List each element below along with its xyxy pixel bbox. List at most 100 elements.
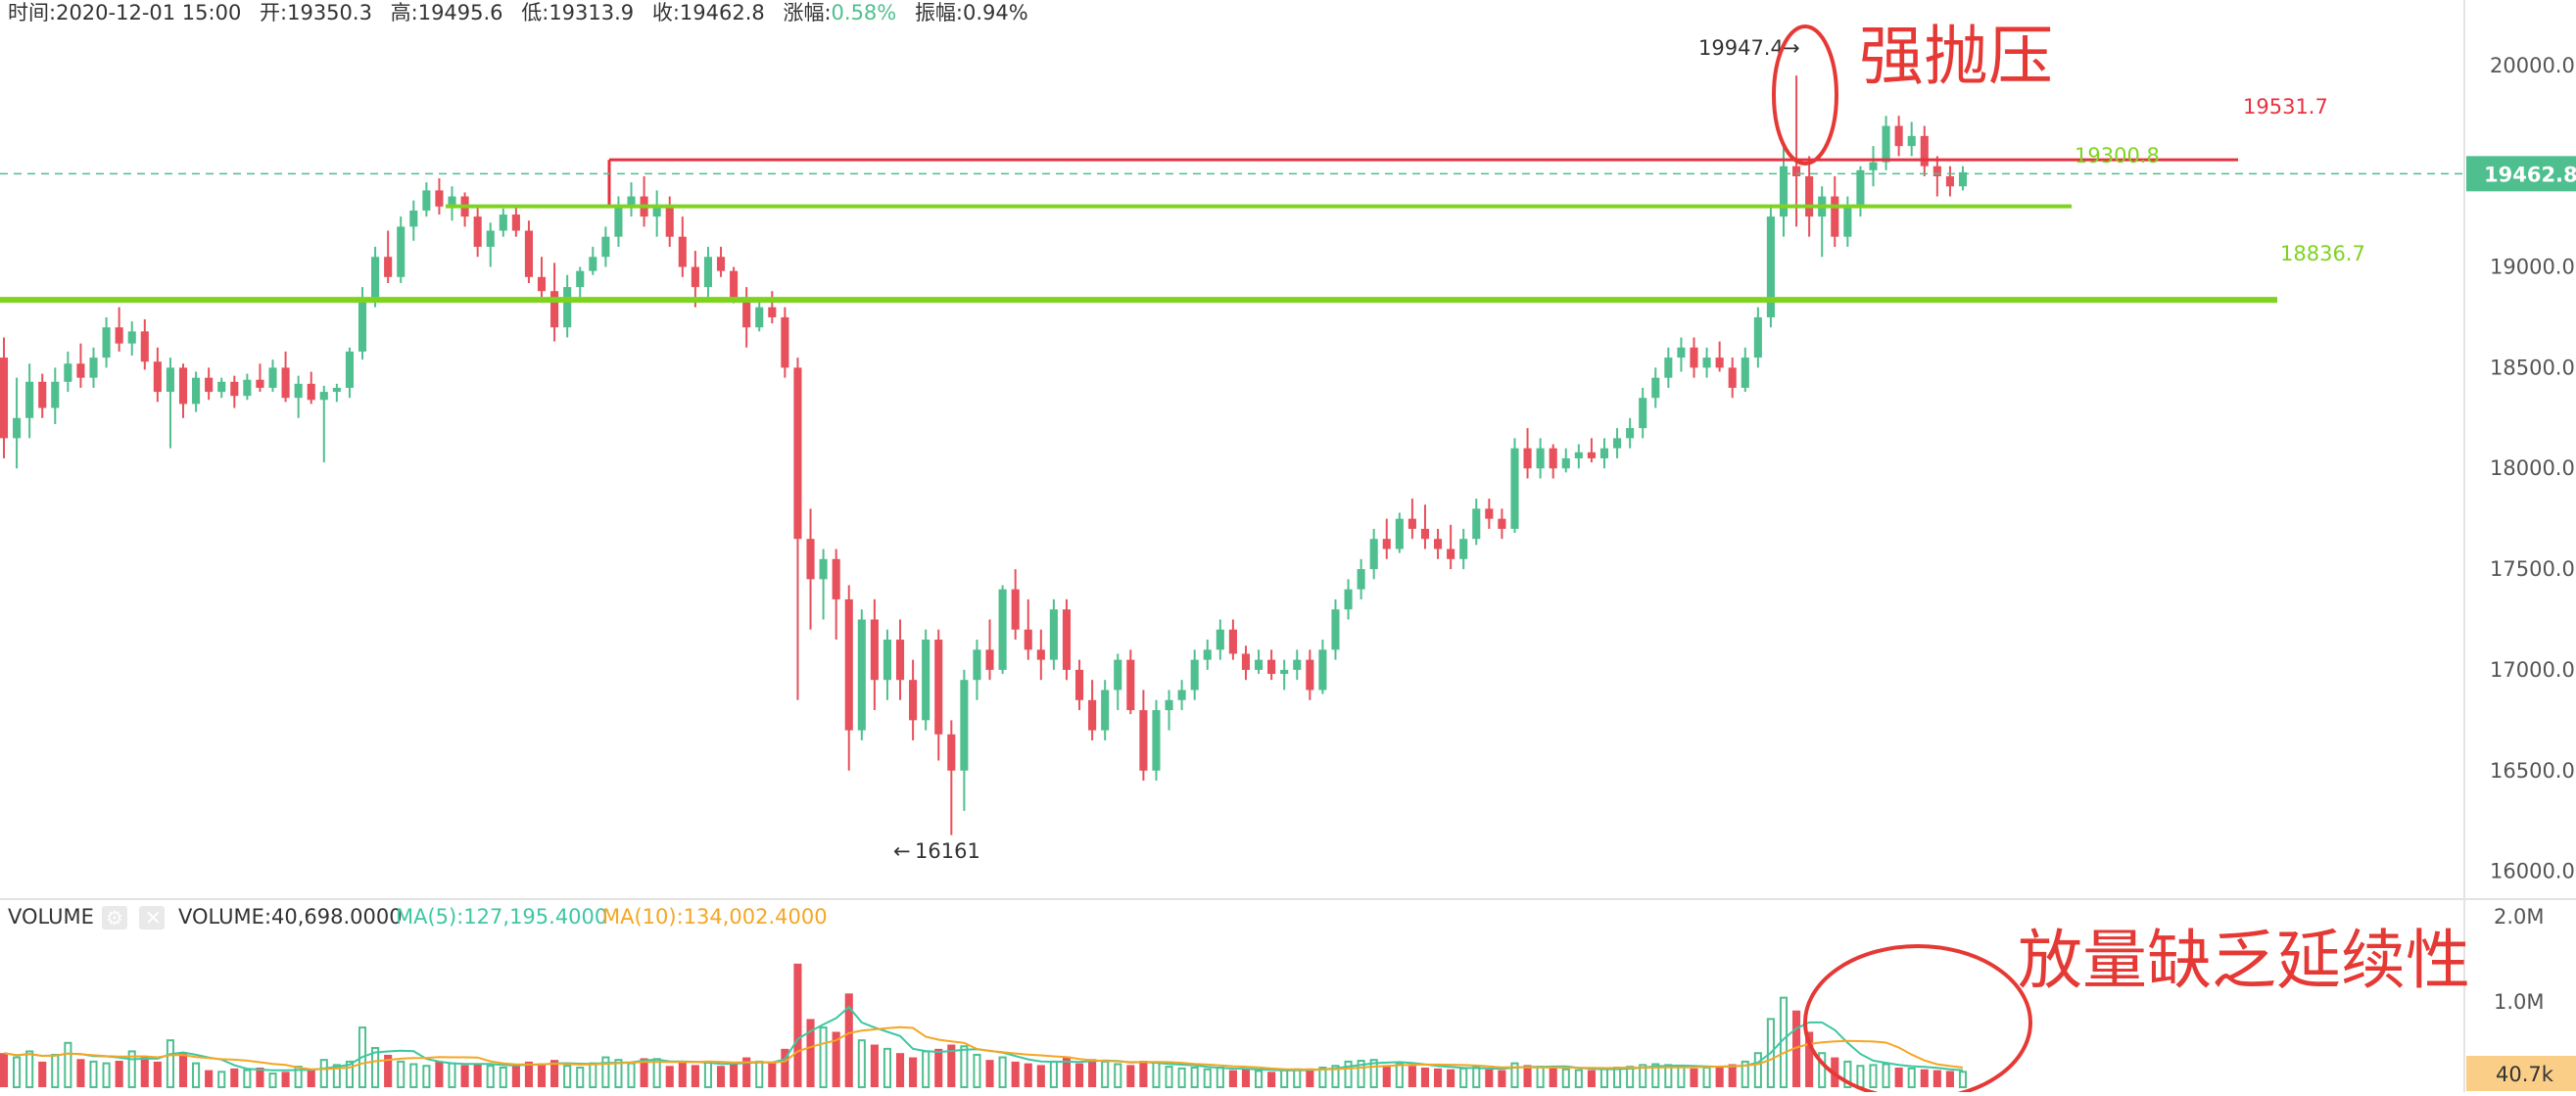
volume-bar — [102, 1062, 111, 1089]
candle-body — [1280, 669, 1289, 675]
volume-bar — [703, 1061, 713, 1089]
volume-bar — [960, 1045, 969, 1088]
candle-body — [511, 214, 520, 231]
candle-body — [1702, 357, 1711, 368]
volume-bar — [1805, 1031, 1814, 1087]
low-value: 19313.9 — [549, 1, 634, 24]
volume-bar — [1420, 1067, 1430, 1087]
candle-body — [614, 206, 623, 237]
candle-body — [857, 619, 866, 731]
candle-body — [345, 351, 354, 388]
annotation-volume-note: 放量缺乏延续性 — [2018, 923, 2470, 998]
volume-ma5: MA(5):127,195.4000 — [396, 905, 607, 929]
volume-bar — [665, 1066, 674, 1087]
volume-bar — [1395, 1062, 1404, 1089]
volume-bar — [307, 1070, 315, 1087]
candle-body — [973, 649, 981, 681]
volume-bar — [1715, 1066, 1724, 1087]
volume-bar — [281, 1072, 290, 1087]
volume-bar — [563, 1065, 572, 1088]
volume-bar — [473, 1063, 482, 1087]
candle-body — [1101, 690, 1110, 731]
candle-body — [730, 270, 739, 298]
candle-body — [1690, 347, 1698, 368]
candle-body — [1395, 518, 1404, 549]
time-label: 时间: — [8, 1, 56, 24]
volume-bar — [1472, 1066, 1481, 1088]
volume-bar — [652, 1058, 661, 1089]
volume-bar — [1753, 1052, 1762, 1088]
volume-bar — [1498, 1070, 1506, 1087]
volume-ma10: MA(10):134,002.4000 — [602, 905, 828, 929]
volume-bar — [1344, 1060, 1353, 1089]
volume-bar — [755, 1060, 764, 1089]
volume-bar — [1293, 1068, 1302, 1088]
volume-bar — [1190, 1066, 1199, 1088]
candle-body — [192, 377, 201, 405]
volume-ma10-line — [3, 1025, 1964, 1071]
volume-close-button[interactable] — [139, 906, 165, 929]
candle-body — [1318, 649, 1327, 691]
gear-icon: ⚙ — [106, 906, 123, 929]
candle-body — [703, 257, 713, 288]
volume-bar — [691, 1065, 699, 1087]
volume-tick-label: 1.0M — [2494, 990, 2545, 1014]
level-label-red: 19531.7 — [2243, 95, 2328, 119]
volume-bar — [217, 1071, 226, 1088]
volume-bar — [1088, 1059, 1097, 1087]
amplitude-value: 0.94% — [963, 1, 1028, 24]
candle-body — [844, 598, 853, 731]
volume-bar — [511, 1065, 520, 1087]
candle-body — [550, 291, 559, 328]
candle-body — [1165, 699, 1173, 711]
volume-bar — [1254, 1070, 1264, 1088]
info-bar: 时间:2020-12-01 15:00 开:19350.3 高:19495.6 … — [8, 1, 1028, 24]
close-icon: ✕ — [145, 906, 162, 929]
volume-bar — [192, 1062, 201, 1089]
price-tick-label: 20000.0 — [2490, 54, 2575, 77]
candle-body — [1958, 171, 1968, 187]
volume-bar — [550, 1060, 559, 1087]
candle-body — [281, 367, 290, 399]
candle-body — [1459, 539, 1468, 559]
candle-body — [1177, 690, 1186, 700]
volume-bar — [1126, 1065, 1135, 1087]
volume-bar — [1459, 1067, 1468, 1088]
volume-bar — [768, 1063, 777, 1087]
change-label: 涨幅: — [783, 1, 831, 24]
annotation-strong-sell: 强抛压 — [1859, 19, 2053, 94]
volume-bar — [793, 963, 802, 1087]
volume-bar — [25, 1050, 34, 1088]
volume-bar — [1856, 1065, 1865, 1088]
volume-bar — [819, 1026, 828, 1088]
volume-bar — [153, 1061, 162, 1087]
volume-bar — [1407, 1066, 1416, 1087]
candle-body — [486, 230, 495, 247]
volume-bar — [1203, 1068, 1212, 1088]
volume-bar — [1139, 1061, 1148, 1087]
candle-body — [947, 734, 956, 771]
volume-bar — [166, 1039, 174, 1089]
volume-bar — [397, 1060, 405, 1089]
volume-bar — [1216, 1066, 1224, 1088]
candle-body — [909, 680, 918, 721]
candle-body — [1024, 629, 1032, 650]
candle-body — [448, 196, 456, 207]
current-price-marker: 19462.8 — [0, 156, 2576, 192]
volume-bar — [1331, 1065, 1340, 1088]
volume-bar — [1741, 1060, 1749, 1089]
volume-current-tag: 40.7k — [2496, 1063, 2554, 1086]
volume-bar — [1447, 1069, 1455, 1087]
candle-body — [1715, 357, 1724, 368]
candle-body — [1267, 659, 1276, 675]
candle-body — [153, 361, 162, 393]
volume-bar — [998, 1056, 1007, 1089]
volume-bar — [716, 1066, 726, 1087]
candle-body — [832, 558, 840, 599]
volume-bar — [51, 1053, 60, 1088]
volume-bar — [178, 1052, 188, 1087]
candle-body — [1498, 518, 1506, 529]
candle-body — [1152, 710, 1161, 771]
volume-settings-icon[interactable] — [102, 906, 127, 929]
